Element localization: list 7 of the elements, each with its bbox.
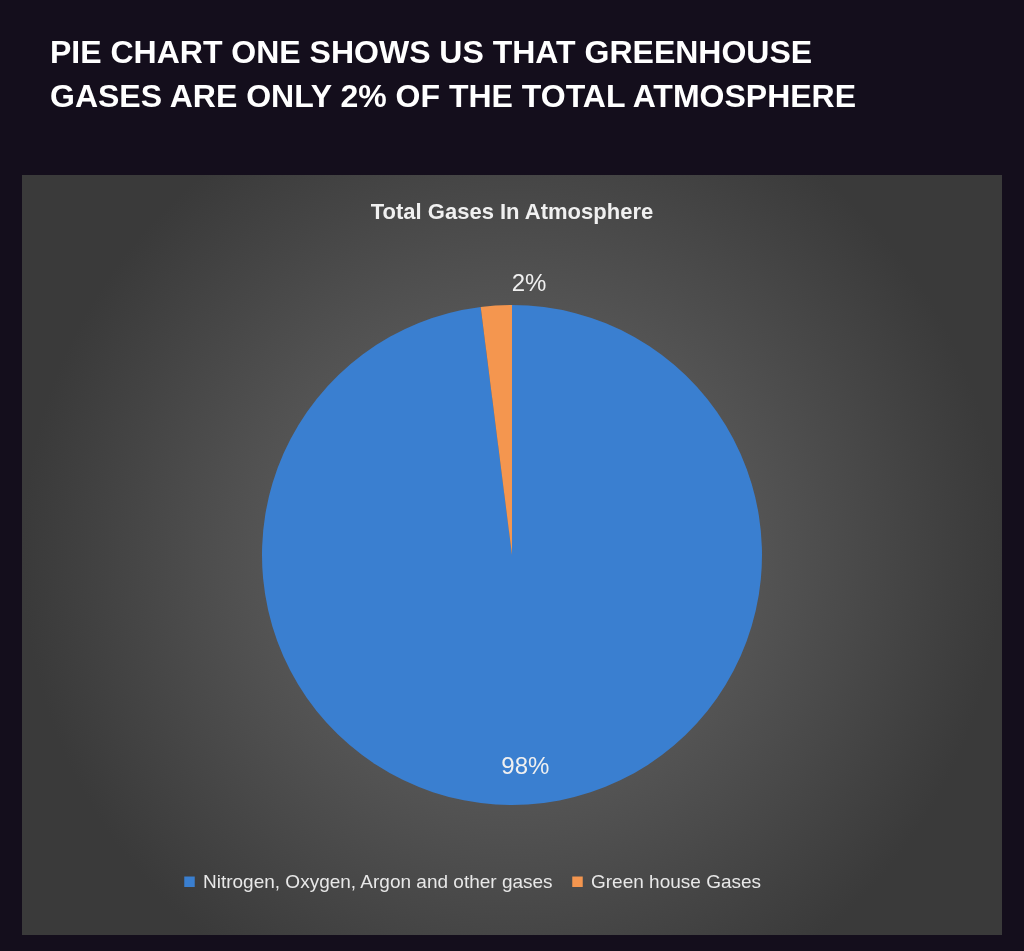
pie-slice [262,305,762,805]
data-label: 98% [501,752,550,780]
text: PIE CHART ONE SHOWS US THAT GREENHOUSE GASES ARE ONLY 2% OF THE TOTAL ATMOSPHERE [50,34,857,114]
legend-label: Green house Gases [591,870,762,892]
chart-title: Total Gases In Atmosphere [370,199,654,224]
legend-label: Nitrogen, Oxygen, Argon and other gases [203,870,553,892]
data-label: 2% [511,268,547,296]
